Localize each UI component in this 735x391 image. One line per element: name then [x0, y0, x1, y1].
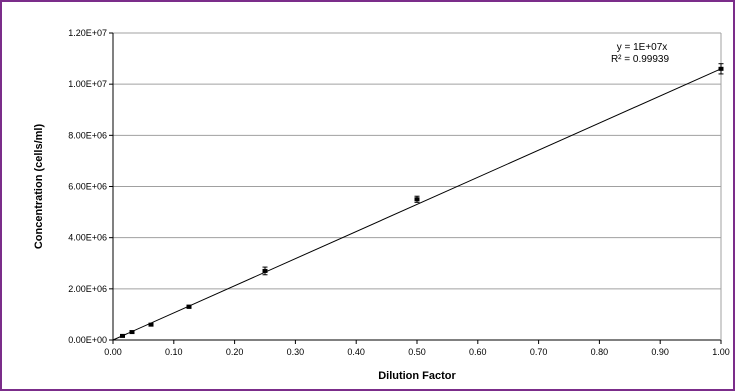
data-point	[129, 330, 135, 335]
x-tick-label: 0.50	[408, 347, 426, 357]
x-tick-labels: 0.00 0.10 0.20 0.30 0.40 0.50 0.60 0.70 0.80 0.90…	[104, 347, 730, 357]
x-tick-label: 0.20	[226, 347, 244, 357]
y-tick-label: 0.00E+00	[68, 335, 107, 345]
x-tick-label: 0.90	[651, 347, 669, 357]
x-tick-label: 0.80	[591, 347, 609, 357]
data-point	[262, 268, 268, 273]
y-tick-label: 4.00E+06	[68, 233, 107, 243]
y-axis-label: Concentration (cells/ml)	[33, 124, 45, 250]
data-point	[718, 66, 724, 71]
y-tick-label: 2.00E+06	[68, 284, 107, 294]
y-tick-label: 1.20E+07	[68, 28, 107, 38]
trendline	[112, 68, 722, 341]
data-point	[414, 197, 420, 202]
trendline-r-squared: R² = 0.99939	[611, 54, 670, 65]
data-point	[148, 322, 154, 327]
axes	[109, 32, 722, 344]
x-tick-label: 0.40	[347, 347, 365, 357]
trendline-group	[112, 68, 722, 341]
x-axis-label: Dilution Factor	[378, 370, 456, 382]
data-point	[186, 304, 192, 309]
trendline-equation: y = 1E+07x	[617, 42, 668, 53]
x-tick-label: 0.00	[104, 347, 122, 357]
data-point	[120, 333, 125, 338]
data-points	[120, 63, 724, 338]
x-tick-label: 0.30	[287, 347, 305, 357]
x-tick-label: 0.70	[530, 347, 548, 357]
y-tick-label: 6.00E+06	[68, 182, 107, 192]
x-tick-label: 0.60	[469, 347, 487, 357]
y-tick-label: 1.00E+07	[68, 79, 107, 89]
x-tick-label: 1.00	[712, 347, 730, 357]
grid-lines	[113, 32, 721, 290]
x-tick-label: 0.10	[165, 347, 183, 357]
y-tick-labels: 0.00E+00 2.00E+06 4.00E+06 6.00E+06 8.00E+06…	[68, 28, 107, 345]
y-tick-label: 8.00E+06	[68, 130, 107, 140]
